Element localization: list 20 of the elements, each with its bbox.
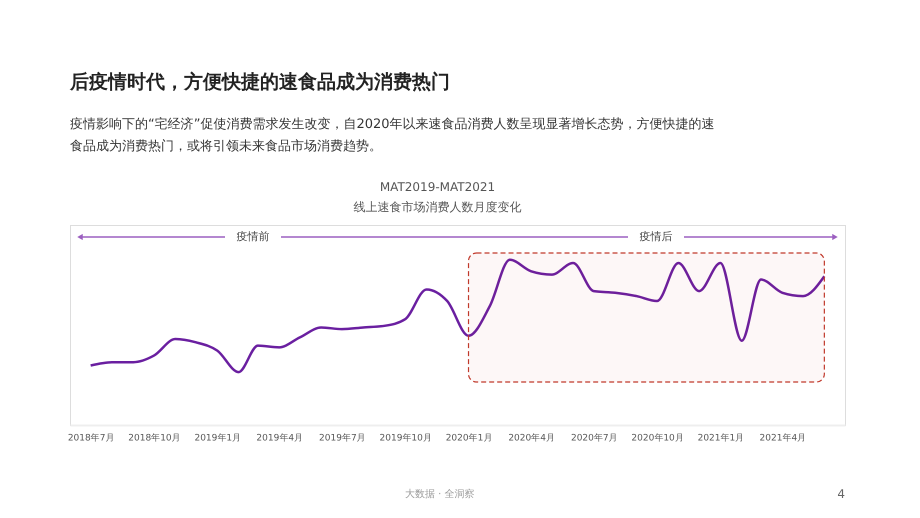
chart-subtitle: 线上速食市场消费人数月度变化 [354, 200, 522, 214]
x-tick-label: 2019年1月 [194, 432, 242, 444]
x-tick-label: 2018年7月 [68, 432, 114, 444]
chart-title: MAT2019-MAT2021 [380, 180, 496, 194]
x-tick-label: 2019年7月 [319, 432, 366, 444]
x-tick-label: 2020年1月 [446, 432, 492, 444]
text: 疫情前 [236, 230, 270, 243]
x-tick-label: 2018年10月 [128, 432, 181, 444]
text: 疫情后 [640, 230, 672, 243]
x-tick-label: 2021年1月 [698, 432, 744, 444]
text: 疫情影响下的“宅经济”促使消费需求发生改变，自2020年以来速食品消费人数呈现显著增长态势，方便快捷的速食品成为消费热门，或将引领未来食品市场消费趋势。 [70, 116, 715, 154]
text: 大数据 · 全洞察 [405, 488, 475, 500]
x-tick-label: 2019年4月 [256, 432, 304, 444]
x-tick-label: 2020年7月 [570, 432, 618, 444]
text: 4 [837, 487, 845, 501]
text: 后疫情时代，方便快捷的速食品成为消费热门 [69, 71, 450, 93]
x-tick-label: 2021年4月 [760, 432, 806, 444]
x-tick-label: 2020年10月 [631, 432, 684, 444]
x-tick-label: 2019年10月 [380, 432, 432, 444]
x-tick-label: 2020年4月 [508, 432, 555, 444]
